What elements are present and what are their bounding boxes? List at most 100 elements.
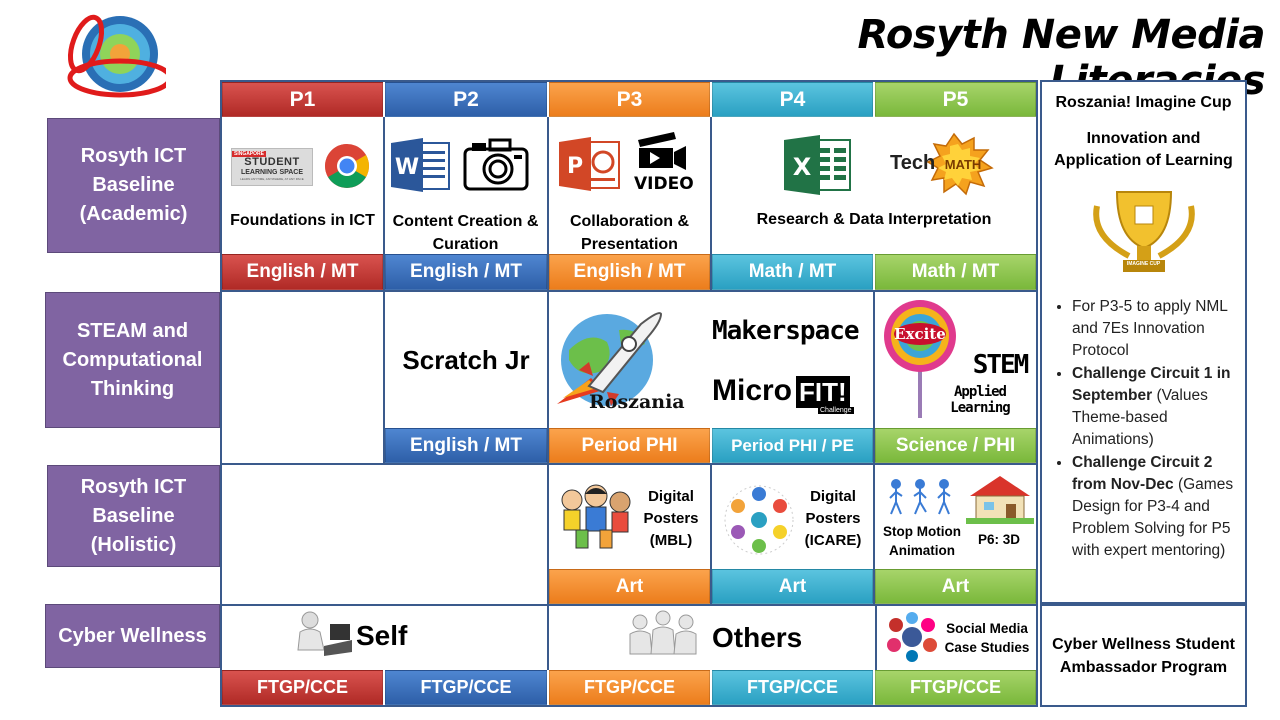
sls-logo-text: LEARN ANYTIME, ANYWHERE, AT ANY PACE — [240, 177, 304, 181]
cell-scratch-jr: Scratch Jr — [402, 345, 530, 375]
excite-lollipop-logo: Excite — [878, 298, 968, 420]
makerspace-label: Makerspace — [712, 316, 860, 346]
header-p1: P1 — [222, 82, 383, 117]
cell-p6-3d: P6: 3D — [977, 532, 1021, 547]
grid-divider — [547, 292, 549, 604]
grid-divider — [383, 117, 385, 292]
tech-label: Tech — [890, 152, 936, 174]
svg-text:W: W — [395, 155, 419, 180]
roszania-rocket-logo: Roszania — [549, 300, 699, 418]
media-literacy-grid — [220, 80, 1038, 707]
children-cartoon-image — [556, 482, 640, 552]
school-logo — [58, 8, 173, 100]
subject-p3-cyber: FTGP/CCE — [549, 670, 710, 705]
grid-divider — [547, 117, 549, 292]
ambassador-program: Cyber Wellness Student Ambassador Progra… — [1052, 635, 1235, 676]
subject-p4-academic: Math / MT — [712, 254, 873, 290]
math-label: MATH — [944, 157, 982, 172]
header-p2: P2 — [385, 82, 547, 117]
trophy-icon: IMAGINE CUP — [1089, 186, 1199, 278]
innovation-heading: Innovation and Application of Learning — [1054, 130, 1233, 169]
bullet-bold-text: Challenge Circuit 2 from Nov-Dec — [1072, 454, 1213, 493]
icare-values-image — [720, 482, 798, 558]
stem-label: STEM — [972, 350, 1030, 380]
cell-social-media: Social Media Case Studies — [944, 621, 1030, 655]
grid-divider — [710, 465, 712, 604]
bullet-item: Challenge Circuit 1 in September (Values… — [1072, 363, 1245, 451]
bullet-item: For P3-5 to apply NML and 7Es Innovation… — [1072, 296, 1245, 362]
imagine-cup-title: Roszania! Imagine Cup — [1055, 94, 1232, 111]
cell-digital-posters-mbl: Digital Posters (MBL) — [643, 488, 699, 549]
roszania-label: Roszania — [589, 391, 685, 413]
svg-text:X: X — [793, 153, 812, 181]
bullet-text: (Values Theme-based Animations) — [1072, 387, 1208, 448]
subject-p3-holistic: Art — [549, 569, 710, 604]
cell-collaboration: Collaboration & Presentation — [569, 213, 690, 253]
grid-divider — [547, 606, 549, 670]
bullet-text: (Games Design for P3-4 and Problem Solvi… — [1072, 476, 1234, 559]
excel-icon: X — [782, 134, 854, 196]
chrome-icon — [324, 143, 370, 189]
excite-label: Excite — [894, 325, 946, 343]
grid-divider — [220, 290, 1038, 292]
micro-label: Micro — [712, 374, 793, 407]
grid-divider — [383, 292, 385, 463]
header-p5: P5 — [875, 82, 1036, 117]
sls-logo-text: STUDENT — [244, 156, 300, 168]
header-p3: P3 — [549, 82, 710, 117]
student-learning-space-logo: SINGAPORE STUDENT LEARNING SPACE LEARN A… — [231, 148, 313, 186]
subject-p1-cyber: FTGP/CCE — [222, 670, 383, 705]
imagine-cup-bullets: For P3-5 to apply NML and 7Es Innovation… — [1042, 296, 1245, 562]
bullet-text: For P3-5 to apply NML and 7Es Innovation… — [1072, 298, 1228, 359]
fit-label: FIT! — [796, 376, 850, 408]
page-title: Rosyth New Media Literacies — [857, 12, 1266, 104]
subject-p2-cyber: FTGP/CCE — [385, 670, 547, 705]
stop-motion-figures-image — [886, 478, 958, 518]
cell-foundations-ict: Foundations in ICT — [230, 212, 375, 229]
cell-others: Others — [712, 622, 803, 653]
cell-digital-posters-icare: Digital Posters (ICARE) — [804, 488, 862, 549]
row-label-academic: Rosyth ICT Baseline (Academic) — [47, 118, 220, 253]
3d-house-image — [966, 472, 1034, 524]
social-media-icons — [884, 611, 940, 663]
grid-divider — [873, 292, 875, 604]
subject-p3-academic: English / MT — [549, 254, 710, 290]
subject-p4-steam: Period PHI / PE — [712, 428, 873, 463]
imagine-cup-panel: Roszania! Imagine Cup Innovation and App… — [1040, 80, 1247, 604]
row-label-steam: STEAM and Computational Thinking — [45, 292, 220, 428]
cell-research-data: Research & Data Interpretation — [756, 211, 992, 228]
cell-self: Self — [356, 620, 408, 651]
video-label: VIDEO — [634, 174, 694, 194]
ambassador-panel: Cyber Wellness Student Ambassador Progra… — [1040, 604, 1247, 707]
self-figure-icon — [294, 610, 356, 658]
tech-math-logo: Tech MATH — [888, 130, 1000, 198]
microfit-logo: Micro FIT! Challenge — [712, 370, 862, 418]
bullet-bold-text: Challenge Circuit 1 in September — [1072, 365, 1231, 404]
grid-divider — [875, 606, 877, 670]
challenge-label: Challenge — [818, 407, 854, 414]
camera-icon — [462, 137, 530, 193]
subject-p5-cyber: FTGP/CCE — [875, 670, 1036, 705]
bullet-item: Challenge Circuit 2 from Nov-Dec (Games … — [1072, 452, 1245, 562]
row-label-cyber: Cyber Wellness — [45, 604, 220, 668]
video-clapper-icon: VIDEO — [634, 130, 694, 194]
sls-logo-text: SINGAPORE — [232, 151, 266, 157]
subject-p4-holistic: Art — [712, 569, 873, 604]
sls-logo-text: LEARNING SPACE — [240, 169, 304, 176]
subject-p3-steam: Period PHI — [549, 428, 710, 463]
row-label-holistic: Rosyth ICT Baseline (Holistic) — [47, 465, 220, 567]
subject-p1-academic: English / MT — [222, 254, 383, 290]
subject-p5-holistic: Art — [875, 569, 1036, 604]
cell-stop-motion: Stop Motion Animation — [883, 524, 961, 558]
subject-p5-academic: Math / MT — [875, 254, 1036, 290]
subject-p2-steam: English / MT — [385, 428, 547, 463]
header-p4: P4 — [712, 82, 873, 117]
grid-divider — [710, 117, 712, 292]
powerpoint-icon: P — [557, 136, 623, 192]
applied-learning-label: Applied Learning — [950, 384, 1010, 416]
cell-content-creation: Content Creation & Curation — [392, 213, 539, 253]
imagine-cup-trophy-label: IMAGINE CUP — [1126, 261, 1161, 267]
others-figures-icon — [626, 610, 700, 658]
subject-p4-cyber: FTGP/CCE — [712, 670, 873, 705]
svg-text:P: P — [567, 154, 583, 179]
